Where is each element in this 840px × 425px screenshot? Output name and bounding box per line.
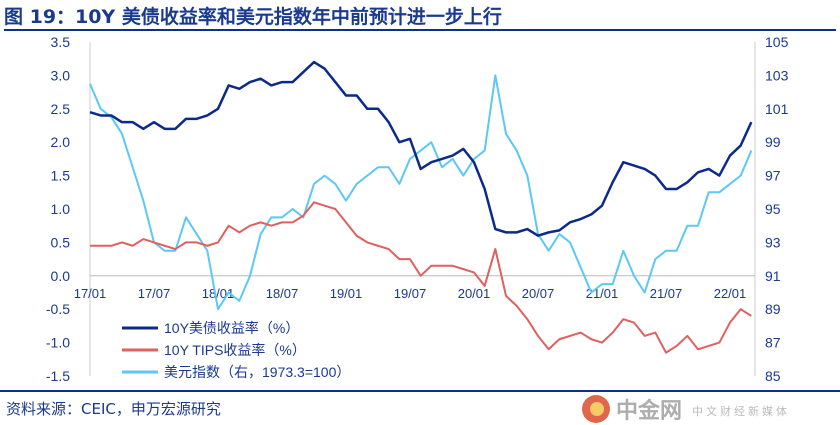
y-right-tick-label: 89	[765, 301, 781, 317]
x-tick-label: 18/07	[266, 286, 299, 301]
y-left-tick-label: -0.5	[46, 301, 70, 317]
y-right-tick-label: 91	[765, 268, 781, 284]
series-line-1	[90, 201, 752, 354]
y-left-tick-label: 2.0	[51, 134, 71, 150]
y-right-tick-label: 99	[765, 134, 781, 150]
watermark-logo-inner	[590, 402, 604, 416]
source-note: 资料来源：CEIC，申万宏源研究	[6, 400, 221, 418]
y-right-tick-label: 103	[765, 67, 789, 83]
watermark-logo: 中金网 中文财经新媒体	[582, 395, 790, 423]
y-right-tick-label: 93	[765, 234, 781, 250]
legend-label: 10Y TIPS收益率（%）	[164, 342, 306, 358]
y-right-tick-label: 97	[765, 168, 781, 184]
y-left-tick-label: 0.5	[51, 234, 71, 250]
x-tick-label: 21/01	[586, 286, 619, 301]
footer-divider	[0, 390, 840, 392]
chart-title: 图 19：10Y 美债收益率和美元指数年中前预计进一步上行	[4, 6, 502, 28]
y-right-tick-label: 105	[765, 34, 789, 50]
y-left-tick-label: 1.0	[51, 201, 71, 217]
watermark-text: 中金网	[616, 398, 682, 423]
legend-label: 10Y美债收益率（%）	[164, 320, 299, 336]
y-left-tick-label: 2.5	[51, 101, 71, 117]
y-right-tick-label: 87	[765, 335, 781, 351]
y-left-tick-label: 1.5	[51, 168, 71, 184]
x-tick-label: 19/01	[330, 286, 363, 301]
x-tick-label: 20/01	[458, 286, 491, 301]
x-tick-label: 20/07	[522, 286, 555, 301]
series-line-0	[89, 60, 753, 237]
y-right-tick-label: 85	[765, 368, 781, 384]
x-tick-label: 17/01	[74, 286, 107, 301]
x-tick-label: 19/07	[394, 286, 427, 301]
y-left-tick-label: 0.0	[51, 268, 71, 284]
title-divider	[4, 29, 836, 31]
x-tick-label: 17/07	[138, 286, 171, 301]
x-tick-label: 22/01	[714, 286, 747, 301]
y-right-tick-label: 101	[765, 101, 789, 117]
y-left-tick-label: -1.5	[46, 368, 70, 384]
x-tick-label: 21/07	[650, 286, 683, 301]
y-left-tick-label: 3.0	[51, 67, 71, 83]
y-left-tick-label: 3.5	[51, 34, 71, 50]
line-chart: 3.5 3.0 2.5 2.0 1.5 1.0 0.5 0.0 -0.5 -1.0 -1.5 105 1…	[46, 34, 789, 384]
legend-box	[118, 315, 380, 383]
y-left-tick-label: -1.0	[46, 335, 70, 351]
y-right-tick-label: 95	[765, 201, 781, 217]
series-line-2	[89, 74, 753, 311]
legend-label: 美元指数（右，1973.3=100）	[164, 364, 350, 380]
watermark-sub: 中文财经新媒体	[692, 404, 790, 418]
